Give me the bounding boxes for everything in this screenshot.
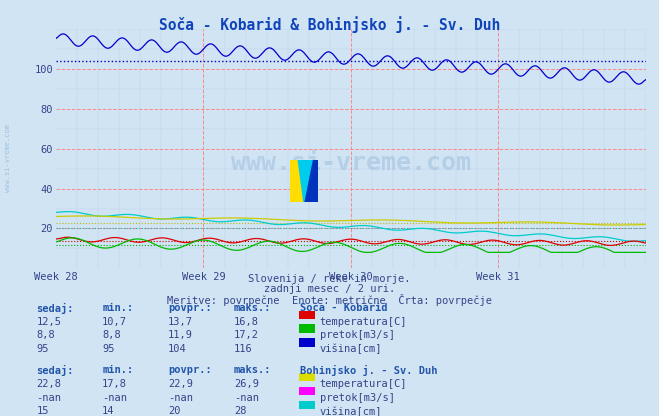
Bar (290, 160, 304, 202)
Text: -nan: -nan (168, 393, 193, 403)
Text: sedaj:: sedaj: (36, 303, 74, 314)
Text: 8,8: 8,8 (36, 330, 55, 340)
Text: 95: 95 (36, 344, 49, 354)
Text: 12,5: 12,5 (36, 317, 61, 327)
Text: 8,8: 8,8 (102, 330, 121, 340)
Text: Soča - Kobarid & Bohinjsko j. - Sv. Duh: Soča - Kobarid & Bohinjsko j. - Sv. Duh (159, 17, 500, 33)
Text: sedaj:: sedaj: (36, 365, 74, 376)
Text: temperatura[C]: temperatura[C] (320, 317, 407, 327)
Text: 20: 20 (168, 406, 181, 416)
Text: 28: 28 (234, 406, 246, 416)
Text: Meritve: povrpečne  Enote: metrične  Črta: povrpečje: Meritve: povrpečne Enote: metrične Črta:… (167, 294, 492, 306)
Text: pretok[m3/s]: pretok[m3/s] (320, 393, 395, 403)
Text: www.si-vreme.com: www.si-vreme.com (5, 124, 11, 192)
Text: povpr.:: povpr.: (168, 365, 212, 375)
Text: 15: 15 (36, 406, 49, 416)
Text: www.si-vreme.com: www.si-vreme.com (231, 151, 471, 175)
Text: -nan: -nan (36, 393, 61, 403)
Text: Soča - Kobarid: Soča - Kobarid (300, 303, 387, 313)
Text: 17,8: 17,8 (102, 379, 127, 389)
Text: 13,7: 13,7 (168, 317, 193, 327)
Text: višina[cm]: višina[cm] (320, 406, 382, 416)
Text: maks.:: maks.: (234, 303, 272, 313)
Text: 11,9: 11,9 (168, 330, 193, 340)
Polygon shape (299, 160, 312, 202)
Bar (304, 160, 318, 202)
Text: 22,8: 22,8 (36, 379, 61, 389)
Text: 17,2: 17,2 (234, 330, 259, 340)
Text: Slovenija / reke in morje.: Slovenija / reke in morje. (248, 274, 411, 284)
Text: 16,8: 16,8 (234, 317, 259, 327)
Text: Bohinjsko j. - Sv. Duh: Bohinjsko j. - Sv. Duh (300, 365, 438, 376)
Text: 26,9: 26,9 (234, 379, 259, 389)
Text: višina[cm]: višina[cm] (320, 344, 382, 354)
Text: min.:: min.: (102, 365, 133, 375)
Text: -nan: -nan (102, 393, 127, 403)
Text: maks.:: maks.: (234, 365, 272, 375)
Text: 116: 116 (234, 344, 252, 354)
Text: -nan: -nan (234, 393, 259, 403)
Text: zadnji mesec / 2 uri.: zadnji mesec / 2 uri. (264, 284, 395, 294)
Text: 22,9: 22,9 (168, 379, 193, 389)
Text: temperatura[C]: temperatura[C] (320, 379, 407, 389)
Text: 14: 14 (102, 406, 115, 416)
Text: 10,7: 10,7 (102, 317, 127, 327)
Text: pretok[m3/s]: pretok[m3/s] (320, 330, 395, 340)
Text: min.:: min.: (102, 303, 133, 313)
Text: povpr.:: povpr.: (168, 303, 212, 313)
Text: 104: 104 (168, 344, 186, 354)
Text: 95: 95 (102, 344, 115, 354)
